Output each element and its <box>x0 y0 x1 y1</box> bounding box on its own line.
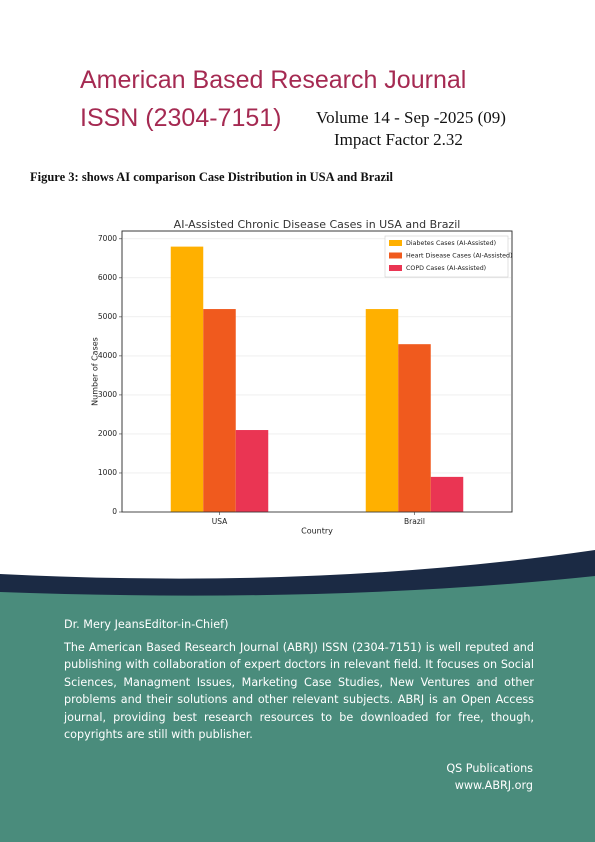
bar <box>430 476 464 512</box>
legend-box <box>384 235 509 278</box>
y-tick-label: 3000 <box>98 390 117 399</box>
y-tick-label: 2000 <box>98 429 117 438</box>
impact-factor: Impact Factor 2.32 <box>334 130 463 149</box>
bar <box>398 344 431 512</box>
journal-issn: ISSN (2304-7151) <box>80 104 282 132</box>
bar <box>365 309 399 512</box>
y-tick-label: 0 <box>112 507 117 516</box>
legend-label: Diabetes Cases (AI-Assisted) <box>406 240 496 247</box>
legend-label: Heart Disease Cases (AI-Assisted) <box>406 253 512 260</box>
bar <box>170 246 204 512</box>
legend-swatch <box>389 240 402 246</box>
y-tick-label: 5000 <box>98 312 117 321</box>
chart: 0 1000 2000 3000 4000 5000 6000 7000 USA Brazil AI… <box>91 218 513 536</box>
y-axis-label: Number of Cases <box>91 337 100 406</box>
y-tick-label: 4000 <box>98 351 117 360</box>
publisher: QS Publications <box>446 762 533 775</box>
y-tick-label: 7000 <box>98 234 117 243</box>
bar <box>203 309 236 512</box>
y-tick-label: 1000 <box>98 468 117 477</box>
figure-caption: Figure 3: shows AI comparison Case Distr… <box>30 170 394 184</box>
footer-panel <box>0 576 595 842</box>
y-tick-label: 6000 <box>98 273 117 282</box>
x-tick-label: Brazil <box>404 517 425 526</box>
plot-frame <box>121 230 513 513</box>
bar <box>235 430 269 512</box>
legend-swatch <box>389 265 402 271</box>
website: www.ABRJ.org <box>454 779 533 792</box>
legend-label: COPD Cases (AI-Assisted) <box>406 265 486 272</box>
description: The American Based Research Journal (ABR… <box>64 641 534 742</box>
editor: Dr. Mery JeansEditor-in-Chief) <box>64 618 229 631</box>
chart-title: AI-Assisted Chronic Disease Cases in USA… <box>174 218 461 231</box>
legend-swatch <box>389 252 402 259</box>
journal-title: American Based Research Journal <box>80 66 467 94</box>
x-axis-label: Country <box>301 527 333 536</box>
volume: Volume 14 - Sep -2025 (09) <box>316 108 506 127</box>
x-tick-label: USA <box>212 517 228 526</box>
